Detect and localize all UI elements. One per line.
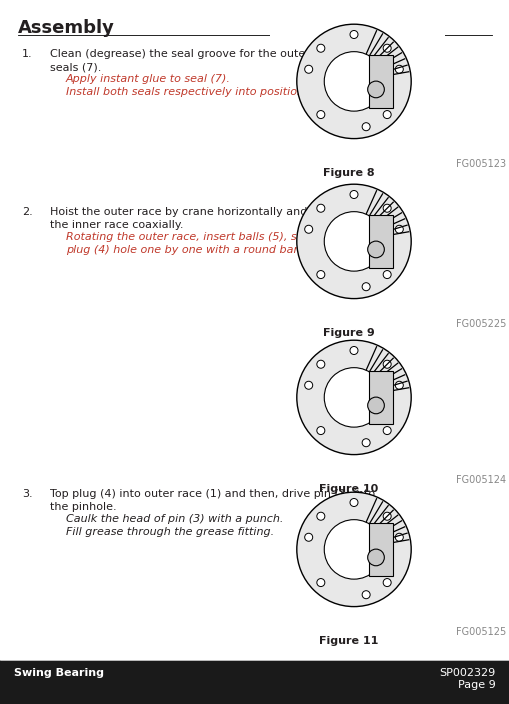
Text: Assembly: Assembly [18,19,115,37]
Bar [368,215,392,268]
Text: Clean (degrease) the seal groove for the outer and inner
seals (7).: Clean (degrease) the seal groove for the… [50,49,366,73]
Circle shape [304,533,312,541]
Circle shape [296,340,410,455]
Text: Figure 10: Figure 10 [319,484,378,494]
Circle shape [296,184,410,298]
Circle shape [316,204,324,212]
Circle shape [296,492,410,607]
Bar [0,660,509,704]
Circle shape [394,65,403,73]
Circle shape [394,533,403,541]
Text: Fill grease through the grease fitting.: Fill grease through the grease fitting. [66,527,274,537]
Circle shape [382,204,390,212]
Text: Rotating the outer race, insert balls (5), support (6) into the
plug (4) hole on: Rotating the outer race, insert balls (5… [66,232,399,255]
Text: SP002329
Page 9: SP002329 Page 9 [439,668,495,690]
Circle shape [394,382,403,389]
Text: Figure 11: Figure 11 [319,636,378,646]
Circle shape [361,283,370,291]
Text: 1.: 1. [22,49,33,59]
Text: Figure 9: Figure 9 [322,328,374,338]
Bar [269,487,444,617]
Circle shape [394,225,403,233]
Circle shape [324,367,383,427]
Text: Install both seals respectively into position.: Install both seals respectively into pos… [66,87,307,97]
Text: 3.: 3. [22,489,33,499]
Text: Top plug (4) into outer race (1) and then, drive pin (3) into
the pinhole.: Top plug (4) into outer race (1) and the… [50,489,375,513]
Circle shape [367,81,384,98]
Circle shape [304,65,312,73]
Circle shape [367,397,384,414]
Circle shape [382,513,390,520]
Circle shape [324,520,383,579]
Bar [368,55,392,108]
Circle shape [316,579,324,586]
Text: FG005123: FG005123 [455,159,505,169]
Text: Hoist the outer race by crane horizontally and match it with
the inner race coax: Hoist the outer race by crane horizontal… [50,207,384,230]
Circle shape [349,498,357,506]
Circle shape [349,30,357,39]
Bar [269,335,444,465]
Circle shape [324,51,383,111]
Circle shape [382,111,390,118]
Circle shape [349,346,357,355]
Text: Apply instant glue to seal (7).: Apply instant glue to seal (7). [66,74,231,84]
Circle shape [304,382,312,389]
Bar [269,179,444,309]
Circle shape [349,191,357,199]
Circle shape [382,44,390,52]
Bar [269,19,444,149]
Bar [368,370,392,425]
Circle shape [361,122,370,131]
Bar [368,522,392,576]
Circle shape [382,270,390,279]
Circle shape [316,360,324,368]
Text: Figure 8: Figure 8 [322,168,374,178]
Circle shape [382,579,390,586]
Circle shape [316,513,324,520]
Circle shape [316,270,324,279]
Circle shape [361,591,370,598]
Circle shape [316,111,324,118]
Circle shape [367,549,384,566]
Circle shape [361,439,370,447]
Circle shape [304,225,312,233]
Text: Caulk the head of pin (3) with a punch.: Caulk the head of pin (3) with a punch. [66,514,283,524]
Text: Swing Bearing: Swing Bearing [14,668,104,678]
Text: 2.: 2. [22,207,33,217]
Circle shape [324,212,383,271]
Text: FG005125: FG005125 [455,627,505,637]
Text: FG005225: FG005225 [455,319,505,329]
Circle shape [316,427,324,434]
Text: FG005124: FG005124 [455,475,505,485]
Circle shape [296,24,410,139]
Circle shape [382,360,390,368]
Circle shape [367,241,384,258]
Circle shape [316,44,324,52]
Circle shape [382,427,390,434]
